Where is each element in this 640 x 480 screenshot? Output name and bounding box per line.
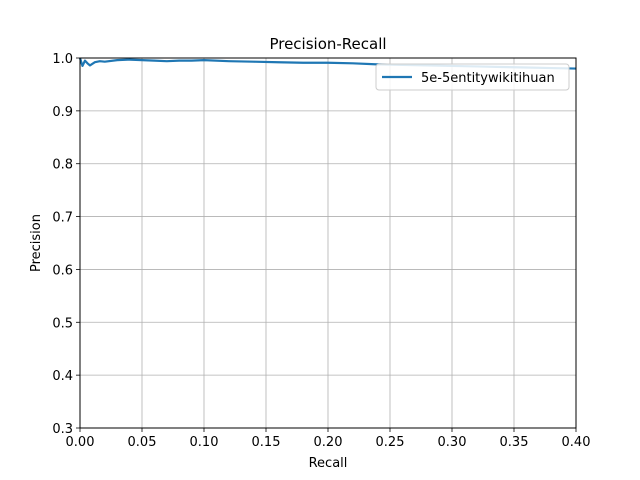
x-tick-label: 0.40 bbox=[562, 435, 591, 450]
y-tick-label: 0.8 bbox=[52, 158, 73, 173]
y-tick-label: 0.3 bbox=[52, 422, 73, 437]
x-axis-label: Recall bbox=[309, 456, 348, 471]
y-axis-label: Precision bbox=[29, 214, 44, 272]
x-tick-label: 0.05 bbox=[128, 435, 157, 450]
y-tick-label: 0.7 bbox=[52, 211, 73, 226]
y-tick-label: 0.5 bbox=[52, 316, 73, 331]
y-tick-label: 1.0 bbox=[52, 52, 73, 67]
x-tick-label: 0.00 bbox=[66, 435, 95, 450]
legend: 5e-5entitywikitihuan bbox=[375, 63, 570, 91]
y-tick-label: 0.4 bbox=[52, 369, 73, 384]
y-tick-label: 0.9 bbox=[52, 105, 73, 120]
x-tick-label: 0.30 bbox=[438, 435, 467, 450]
y-tick-label: 0.6 bbox=[52, 263, 73, 278]
legend-label: 5e-5entitywikitihuan bbox=[421, 71, 555, 86]
x-tick-label: 0.15 bbox=[252, 435, 281, 450]
x-tick-label: 0.10 bbox=[190, 435, 219, 450]
x-tick-label: 0.25 bbox=[376, 435, 405, 450]
ticks: 0.00 0.05 0.10 0.15 0.20 0.25 0.30 0.35 0.40 0.3 0… bbox=[52, 52, 590, 450]
legend-box bbox=[375, 63, 570, 91]
x-tick-label: 0.20 bbox=[314, 435, 343, 450]
chart-title: Precision-Recall bbox=[269, 35, 386, 53]
x-tick-label: 0.35 bbox=[500, 435, 529, 450]
